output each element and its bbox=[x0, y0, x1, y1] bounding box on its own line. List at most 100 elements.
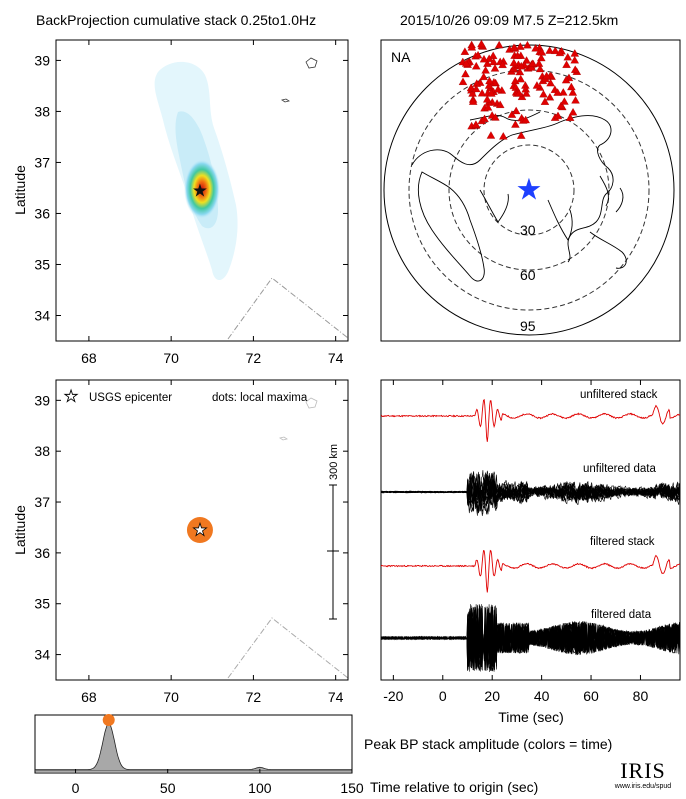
station-triangle bbox=[479, 72, 488, 81]
legend-dots-label: dots: local maxima bbox=[212, 392, 308, 404]
station-triangle bbox=[458, 77, 468, 85]
globe-ring-label-60: 60 bbox=[520, 267, 536, 283]
station-triangle bbox=[516, 131, 526, 139]
station-triangle bbox=[495, 100, 505, 108]
trace-label-filtered-data: filtered data bbox=[591, 609, 652, 621]
globe-ring-label-95: 95 bbox=[520, 318, 536, 334]
station-triangle bbox=[461, 69, 470, 78]
station-triangle bbox=[556, 101, 566, 109]
station-triangle bbox=[532, 81, 542, 89]
unfiltered-data-traces bbox=[381, 470, 680, 516]
globe-array-label: NA bbox=[391, 49, 411, 65]
trace-label-unfiltered-data: unfiltered data bbox=[583, 463, 656, 475]
traces-panel: unfiltered stack unfiltered data filtere… bbox=[380, 379, 681, 725]
timeline-panel: 0 50 100 150 bbox=[34, 714, 364, 796]
station-triangle bbox=[559, 88, 568, 96]
station-triangle bbox=[481, 66, 490, 74]
station-triangle bbox=[477, 88, 487, 97]
station-triangle bbox=[534, 59, 544, 67]
legend-star-icon: ★ bbox=[64, 389, 78, 406]
station-triangle bbox=[471, 61, 481, 70]
x-tick-label: -20 bbox=[383, 688, 403, 704]
station-triangle bbox=[553, 111, 563, 120]
station-triangle bbox=[484, 54, 494, 62]
station-triangle bbox=[467, 43, 477, 51]
station-triangle bbox=[487, 89, 496, 97]
bottom-map-ylabel: Latitude bbox=[12, 505, 28, 555]
iris-logo: IRIS www.iris.edu/spud bbox=[606, 760, 680, 791]
station-triangle bbox=[484, 81, 494, 89]
station-triangle bbox=[540, 97, 550, 105]
station-triangle bbox=[471, 120, 481, 128]
station-triangle bbox=[568, 88, 578, 96]
station-triangle bbox=[509, 43, 519, 51]
station-triangle bbox=[531, 44, 540, 52]
traces-x-axis: -20 0 20 40 60 80 bbox=[383, 380, 648, 704]
station-triangle bbox=[493, 85, 503, 93]
peak-amplitude-label: Peak BP stack amplitude (colors = time) bbox=[364, 736, 613, 752]
station-triangle bbox=[563, 52, 573, 61]
station-triangle bbox=[568, 107, 578, 116]
station-triangle bbox=[511, 120, 520, 128]
x-tick-label: 20 bbox=[484, 688, 500, 704]
data-trace bbox=[381, 470, 680, 512]
station-triangle bbox=[513, 51, 522, 59]
station-triangle bbox=[535, 64, 545, 73]
station-triangle bbox=[571, 96, 580, 104]
trace-label-filtered-stack: filtered stack bbox=[590, 536, 655, 548]
station-triangle bbox=[570, 55, 579, 64]
lake-outline bbox=[279, 436, 288, 441]
coastlines bbox=[411, 111, 627, 282]
station-triangle bbox=[523, 40, 532, 49]
data-trace bbox=[381, 604, 680, 671]
x-tick-label: 72 bbox=[246, 350, 262, 366]
station-triangle bbox=[485, 76, 494, 85]
scale-bar-label: 300 km bbox=[328, 444, 340, 480]
legend-epicenter-label: USGS epicenter bbox=[89, 392, 172, 404]
station-triangle bbox=[551, 46, 560, 54]
border-line bbox=[227, 617, 348, 679]
y-tick-label: 38 bbox=[34, 103, 50, 119]
station-triangle bbox=[527, 63, 536, 71]
station-triangle bbox=[565, 113, 575, 121]
filtered-stack-trace bbox=[381, 549, 680, 593]
station-triangle bbox=[561, 75, 571, 84]
station-triangle bbox=[477, 40, 486, 48]
station-triangle bbox=[537, 53, 546, 62]
lake-outline bbox=[305, 397, 318, 409]
station-triangle bbox=[489, 57, 498, 66]
y-tick-label: 34 bbox=[34, 647, 50, 663]
x-tick-label: 80 bbox=[633, 688, 649, 704]
station-triangle bbox=[471, 84, 481, 93]
station-triangle bbox=[483, 103, 493, 111]
y-tick-label: 35 bbox=[34, 596, 50, 612]
lake-outline bbox=[305, 57, 318, 69]
epicenter-star-icon: ★ bbox=[192, 521, 207, 540]
peak-amplitude-area bbox=[35, 723, 352, 772]
station-triangle bbox=[516, 42, 525, 50]
station-triangle bbox=[521, 115, 530, 124]
traces-xlabel: Time (sec) bbox=[498, 709, 564, 725]
station-triangle bbox=[461, 59, 471, 67]
y-tick-label: 39 bbox=[34, 392, 50, 408]
station-triangle bbox=[522, 89, 531, 97]
bottom-map-axes: 68 70 72 74 34 35 36 37 38 39 bbox=[34, 380, 348, 705]
y-tick-label: 38 bbox=[34, 443, 50, 459]
station-triangle bbox=[482, 95, 492, 103]
station-triangle bbox=[560, 97, 569, 105]
iris-logo-text: IRIS bbox=[620, 758, 666, 783]
x-tick-label: 68 bbox=[81, 689, 97, 705]
x-tick-label: 60 bbox=[583, 688, 599, 704]
station-triangle bbox=[490, 64, 500, 72]
station-triangle bbox=[570, 65, 580, 73]
x-tick-label: 40 bbox=[534, 688, 550, 704]
lake-outline bbox=[281, 98, 290, 103]
globe-ring-label-30: 30 bbox=[520, 222, 536, 238]
epicenter-star-icon: ★ bbox=[192, 181, 208, 201]
station-triangle bbox=[517, 61, 526, 70]
station-triangle bbox=[460, 47, 470, 55]
station-triangle bbox=[511, 106, 521, 115]
timeline-x-axis: 0 50 100 150 bbox=[72, 769, 364, 796]
trace-label-unfiltered-stack: unfiltered stack bbox=[580, 389, 658, 401]
